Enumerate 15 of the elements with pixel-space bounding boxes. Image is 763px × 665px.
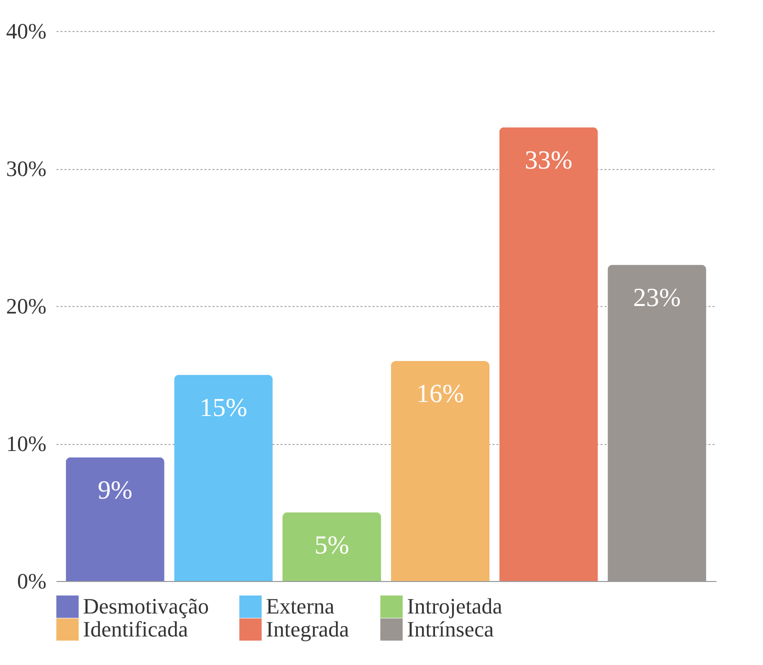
- legend-label: Integrada: [266, 616, 350, 642]
- data-label: 33%: [524, 145, 572, 174]
- y-tick-label: 20%: [6, 294, 46, 318]
- legend-label: Desmotivação: [83, 594, 209, 619]
- data-label: 23%: [633, 282, 681, 312]
- data-label: 16%: [416, 379, 464, 408]
- y-tick-label: 40%: [6, 18, 46, 44]
- data-label: 15%: [200, 392, 248, 422]
- data-label: 9%: [98, 475, 132, 504]
- y-tick-label: 10%: [6, 431, 46, 456]
- legend-label: Introjetada: [407, 594, 503, 619]
- y-tick-label: 0%: [17, 568, 46, 594]
- legend-label: Externa: [266, 594, 335, 619]
- y-tick-label: 30%: [6, 156, 46, 181]
- data-label: 5%: [314, 530, 350, 560]
